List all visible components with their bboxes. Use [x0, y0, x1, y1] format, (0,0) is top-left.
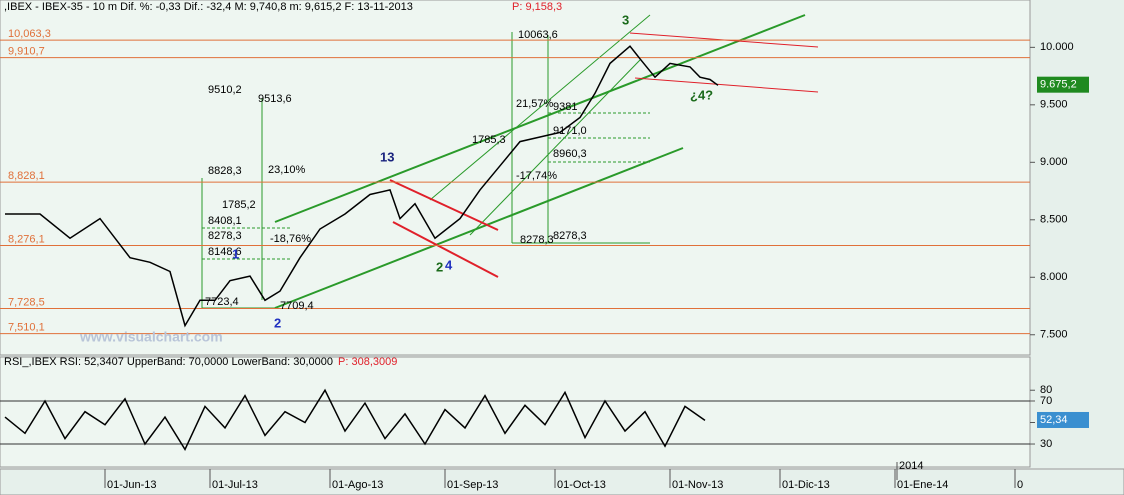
y-tick-label: 10.000: [1040, 41, 1074, 53]
x-tick-label: 01-Oct-13: [557, 479, 606, 491]
price-line: [5, 45, 719, 328]
level-label: 9,910,7: [8, 46, 45, 58]
wave-label: ¿4?: [690, 87, 713, 102]
wave-label: 4: [445, 257, 453, 272]
time-axis: [0, 468, 1124, 495]
annotation: 9510,2: [208, 84, 242, 96]
y-tick-label: 9.000: [1040, 156, 1068, 168]
x-tick-label: 01-Dic-13: [782, 479, 830, 491]
x-tick-label: 01-Jun-13: [107, 479, 157, 491]
annotation: 8960,3: [553, 148, 587, 160]
annotation: 7723,4: [205, 296, 239, 308]
wave-label: 1: [232, 246, 239, 261]
trend-lines: [274, 14, 806, 309]
annotation: 7709,4: [280, 300, 314, 312]
thin-channel: [429, 14, 651, 236]
last-value-label: 52,34: [1040, 414, 1068, 426]
wave-label: 2: [274, 315, 281, 330]
channel-line: [274, 14, 806, 223]
price-line: [4, 388, 706, 451]
wave-label: 13: [380, 149, 394, 164]
flag-line: [392, 221, 499, 278]
y-tick-label: 70: [1040, 395, 1052, 407]
level-label: 7,728,5: [8, 296, 45, 308]
y-tick-label: 8.000: [1040, 271, 1068, 283]
measures: [201, 32, 650, 309]
last-value-label: 9.675,2: [1040, 79, 1077, 91]
rsi-panel: [0, 356, 1031, 468]
x-tick-label: 01-Ago-13: [332, 479, 383, 491]
level-label: 8,828,1: [8, 170, 45, 182]
y-tick-label: 9.500: [1040, 99, 1068, 111]
level-label: 10,063,3: [8, 28, 51, 40]
year-label: 2014: [899, 460, 923, 472]
y-tick-label: 30: [1040, 438, 1052, 450]
annotation: 1785,3: [472, 134, 506, 146]
annotation: 1785,2: [222, 199, 256, 211]
channel-line: [469, 59, 641, 236]
wave-label: 3: [622, 12, 629, 27]
annotation: 8148,6: [208, 246, 242, 258]
y-tick-label: 8.500: [1040, 214, 1068, 226]
annotation: 8828,3: [208, 165, 242, 177]
level-label: 7,510,1: [8, 322, 45, 334]
annotation: 10063,6: [518, 29, 558, 41]
channel-line: [274, 147, 684, 309]
channel-line: [429, 14, 651, 201]
level-label: 8,276,1: [8, 233, 45, 245]
last-value-badge: [1037, 76, 1089, 93]
x-tick-label: 01-Jul-13: [212, 479, 258, 491]
flag-line: [634, 77, 819, 93]
annotation: 8278,3: [208, 230, 242, 242]
price-panel: [0, 0, 1031, 356]
annotation: 8278,3: [553, 230, 587, 242]
annotation: 8408,1: [208, 215, 242, 227]
y-tick-label: 7.500: [1040, 329, 1068, 341]
annotation: 23,10%: [268, 164, 306, 176]
header-price: P: 9,158,3: [512, 1, 562, 13]
annotation: -18,76%: [270, 233, 311, 245]
y-tick-label: 80: [1040, 384, 1052, 396]
panel-title-extra: P: 308,3009: [338, 356, 397, 368]
wave-label: 2: [436, 259, 443, 274]
header-text: ,IBEX - IBEX-35 - 10 m Dif. %: -0,33 Dif…: [4, 1, 413, 13]
last-value-badge: [1037, 411, 1089, 428]
annotation: 21,57%: [516, 98, 554, 110]
x-tick-label: 01-Sep-13: [447, 479, 498, 491]
annotation: 8278,3: [520, 234, 554, 246]
x-tick-label: 01-Ene-14: [897, 479, 948, 491]
annotation: 9381: [553, 101, 577, 113]
x-tick-label: 01-Nov-13: [672, 479, 723, 491]
watermark: www.visualchart.com: [79, 329, 223, 345]
x-tick-label: 0: [1017, 479, 1023, 491]
panel-title: RSI_,IBEX RSI: 52,3407 UpperBand: 70,000…: [4, 356, 333, 368]
flag-line: [389, 179, 499, 231]
annotation: 9171,0: [553, 125, 587, 137]
annotation: 9513,6: [258, 93, 292, 105]
annotation: -17,74%: [516, 170, 557, 182]
